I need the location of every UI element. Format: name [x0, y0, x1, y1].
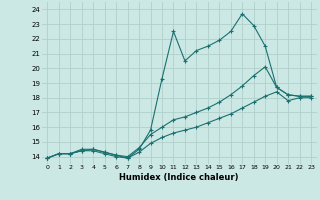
X-axis label: Humidex (Indice chaleur): Humidex (Indice chaleur) — [119, 173, 239, 182]
